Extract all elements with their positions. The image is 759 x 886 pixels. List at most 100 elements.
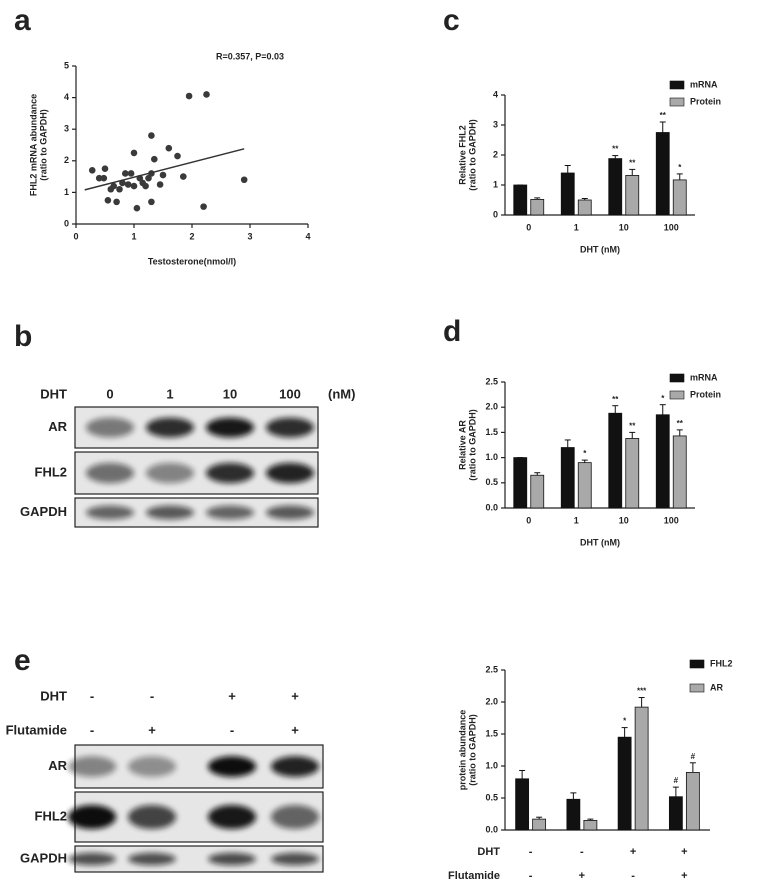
x-axis-label: DHT (nM) <box>580 244 620 254</box>
x-tick-label: 2 <box>189 231 194 241</box>
legend-swatch <box>669 80 685 90</box>
y-tick-label: 0.5 <box>485 477 498 487</box>
bar <box>515 778 530 831</box>
significance: ** <box>660 111 667 120</box>
legend-swatch <box>669 390 685 400</box>
bar <box>530 474 545 509</box>
lane-unit: (nM) <box>328 386 355 401</box>
y-tick-label: 4 <box>64 92 69 102</box>
y-tick-label: 3 <box>493 119 498 129</box>
blot-band <box>86 505 134 520</box>
bar <box>583 820 598 831</box>
point <box>127 170 135 177</box>
legend-swatch <box>689 683 705 693</box>
y-tick-label: 1.5 <box>485 427 498 437</box>
y-axis-label: (ratio to GAPDH) <box>38 109 48 181</box>
bar <box>566 798 581 831</box>
condition-sign: - <box>90 722 94 737</box>
blot-band <box>68 756 116 777</box>
y-tick-label: 4 <box>493 89 498 99</box>
legend-label: FHL2 <box>710 658 733 668</box>
bar <box>672 179 687 216</box>
blot-band <box>206 462 254 484</box>
y-tick-label: 1.0 <box>485 452 498 462</box>
point <box>159 171 167 179</box>
blot-band <box>206 505 254 520</box>
significance: ** <box>629 422 636 431</box>
row-label: AR <box>48 758 67 773</box>
significance: * <box>623 717 627 726</box>
blot-band <box>266 505 314 520</box>
blot-band <box>86 417 134 438</box>
bar <box>625 438 640 509</box>
point <box>151 155 158 163</box>
y-axis-label: Relative AR <box>457 420 467 470</box>
x-axis-label: Testosterone(nmol/l) <box>148 256 236 266</box>
x-tick-label: 0 <box>526 515 531 525</box>
condition-sign: - <box>150 688 154 703</box>
point <box>113 198 120 206</box>
row-label: FHL2 <box>35 808 68 823</box>
condition-sign: - <box>230 722 234 737</box>
row-label: GAPDH <box>20 504 67 519</box>
y-tick-label: 2.5 <box>485 376 498 386</box>
y-axis-label: Relative FHL2 <box>457 125 467 185</box>
point <box>165 144 173 152</box>
significance: ** <box>677 419 684 428</box>
y-tick-label: 1.5 <box>485 728 498 738</box>
x-tick-label: 1 <box>574 222 579 232</box>
bar <box>668 796 683 831</box>
bar <box>625 174 640 216</box>
blot-band <box>271 852 319 866</box>
bar <box>513 457 528 509</box>
significance: # <box>674 776 679 785</box>
bar <box>655 414 670 509</box>
y-axis-label: (ratio to GAPDH) <box>467 409 477 481</box>
legend-label: AR <box>710 682 723 692</box>
condition-sign: - <box>529 846 533 858</box>
lane-label: 0 <box>106 386 113 401</box>
blot-band <box>146 505 194 520</box>
lane-label: 1 <box>166 386 173 401</box>
point <box>180 173 187 180</box>
blot-band <box>208 852 256 866</box>
y-tick-label: 1.0 <box>485 760 498 770</box>
point <box>156 181 164 188</box>
significance: ** <box>612 395 619 404</box>
point <box>240 176 248 184</box>
y-tick-label: 1 <box>493 179 498 189</box>
legend-label: mRNA <box>690 372 718 382</box>
blot-band <box>206 417 254 438</box>
significance: * <box>583 449 587 458</box>
condition-sign: + <box>291 722 299 737</box>
point <box>124 181 132 188</box>
bar <box>560 447 575 509</box>
lane-label: 100 <box>279 386 301 401</box>
panel-label: c <box>443 4 460 37</box>
legend-label: Protein <box>690 96 721 106</box>
point <box>148 132 155 139</box>
condition-label: Flutamide <box>448 870 500 882</box>
point <box>200 203 207 210</box>
x-tick-label: 1 <box>574 515 579 525</box>
bar <box>617 736 632 831</box>
significance: * <box>661 394 665 403</box>
blot-band <box>271 805 319 829</box>
condition-sign: - <box>90 688 94 703</box>
bar <box>685 772 700 831</box>
point <box>130 149 138 157</box>
condition-sign: + <box>579 870 585 882</box>
row-label: FHL2 <box>35 464 68 479</box>
y-tick-label: 0 <box>64 218 69 228</box>
point <box>185 92 193 100</box>
chart-title: R=0.357, P=0.03 <box>216 51 284 61</box>
condition-label: Flutamide <box>6 722 67 737</box>
blot-band <box>208 756 256 777</box>
condition-sign: + <box>681 846 687 858</box>
panel-label: d <box>443 315 461 348</box>
significance: # <box>691 752 696 761</box>
blot-band <box>266 462 314 484</box>
y-axis-label: FHL2 mRNA abundance <box>28 94 38 196</box>
y-axis-label: (ratio to GAPDH) <box>467 714 477 786</box>
